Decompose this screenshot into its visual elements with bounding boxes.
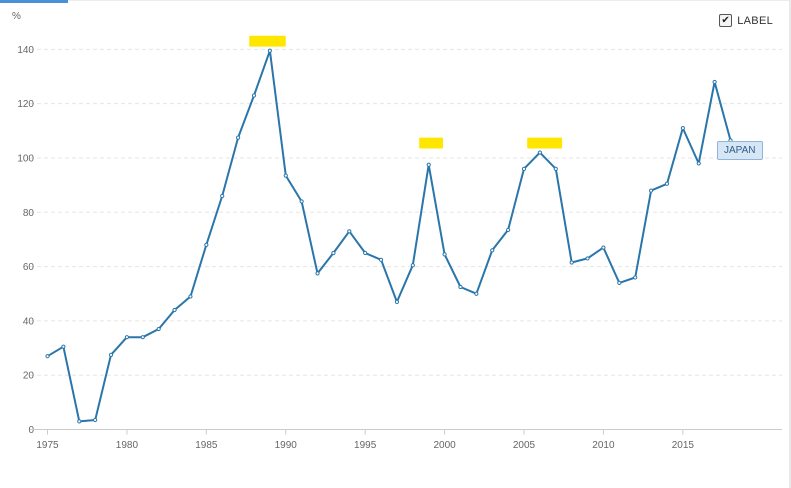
y-tick-label: 140 <box>17 45 34 56</box>
data-point <box>140 335 145 340</box>
data-point <box>347 229 352 234</box>
data-point <box>331 250 336 256</box>
data-point <box>474 291 479 296</box>
data-point <box>712 79 717 85</box>
data-point <box>283 173 288 178</box>
data-point <box>585 256 590 261</box>
legend-checkbox[interactable]: ✔ <box>719 14 733 27</box>
y-tick-label: 60 <box>23 262 35 273</box>
data-point <box>648 188 654 193</box>
series-tag: JAPAN <box>717 141 763 160</box>
x-tick-label: 2010 <box>592 440 615 451</box>
data-point <box>124 335 130 340</box>
frame-edge <box>789 0 791 488</box>
highlight-mark <box>527 137 563 149</box>
data-point <box>506 227 511 233</box>
data-point <box>442 252 447 257</box>
data-point <box>45 354 50 359</box>
data-point <box>315 271 320 276</box>
y-tick-label: 80 <box>23 208 35 219</box>
data-point <box>363 250 368 256</box>
series-group <box>45 48 733 424</box>
y-tick-label: 20 <box>23 371 35 382</box>
data-point <box>77 419 82 424</box>
y-tick-label: 120 <box>17 99 34 110</box>
x-tick-label: 2005 <box>513 440 536 451</box>
data-point <box>204 242 209 247</box>
data-point <box>521 166 527 171</box>
x-tick-label: 2015 <box>672 440 695 451</box>
data-point <box>696 161 701 166</box>
data-point <box>410 263 415 268</box>
x-tick-label: 1990 <box>275 440 298 451</box>
data-point <box>251 93 257 98</box>
y-tick-label: 0 <box>28 425 34 436</box>
legend: ✔ LABEL <box>719 14 773 27</box>
data-point <box>394 299 400 304</box>
legend-label[interactable]: LABEL <box>737 14 773 27</box>
data-point <box>267 48 272 53</box>
data-point <box>569 260 574 265</box>
data-point <box>664 181 670 186</box>
data-point <box>61 344 66 349</box>
y-tick-label: 40 <box>23 316 35 327</box>
highlight-marks <box>249 35 563 149</box>
x-tick-label: 1995 <box>354 440 377 451</box>
highlight-mark <box>419 137 444 149</box>
x-tick-label: 1975 <box>36 440 59 451</box>
top-divider <box>68 0 789 1</box>
data-point <box>426 162 431 167</box>
data-point <box>680 126 685 131</box>
data-point <box>537 150 542 155</box>
data-point <box>458 284 463 290</box>
data-point <box>220 193 225 199</box>
data-point <box>601 245 606 250</box>
data-point <box>172 307 177 313</box>
highlight-mark <box>249 35 286 47</box>
data-point <box>553 166 558 171</box>
data-point <box>108 352 114 357</box>
axes: 0 20 40 60 80 100 120 140 1975 1980 1985 1990 1995 20… <box>17 45 782 451</box>
grid-lines <box>30 48 782 376</box>
data-point <box>633 275 638 280</box>
data-point <box>188 294 193 299</box>
series-line <box>46 49 732 423</box>
y-unit-label: % <box>12 11 21 22</box>
data-point <box>490 248 495 253</box>
data-point <box>93 417 98 423</box>
x-tick-label: 2000 <box>433 440 456 451</box>
x-tick-label: 1985 <box>195 440 218 451</box>
y-tick-label: 100 <box>17 153 34 164</box>
active-tab-indicator[interactable] <box>0 0 68 3</box>
data-point <box>236 135 241 140</box>
x-tick-label: 1980 <box>116 440 139 451</box>
data-point <box>617 280 622 285</box>
data-point <box>156 326 161 332</box>
data-point <box>299 199 304 204</box>
data-point <box>378 257 384 262</box>
